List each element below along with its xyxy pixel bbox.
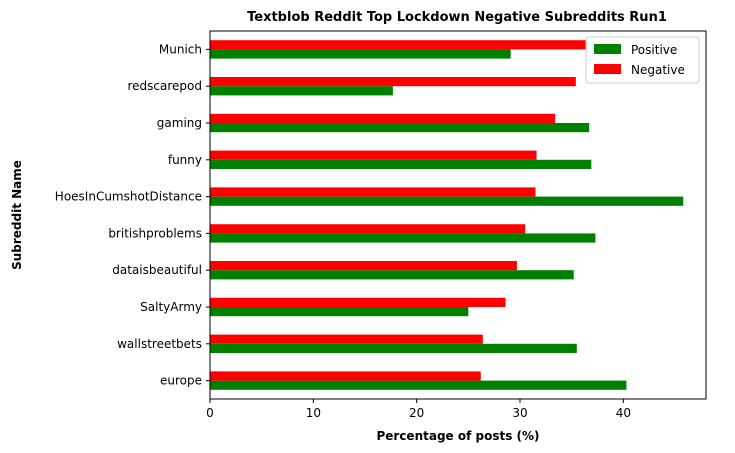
y-tick-label: gaming (157, 116, 202, 130)
bar-positive-munich (210, 49, 511, 59)
y-tick-label: SaltyArmy (140, 300, 202, 314)
bar-positive-europe (210, 380, 627, 390)
bar-positive-hoesincumshotdistance (210, 196, 684, 206)
bar-negative-wallstreetbets (210, 334, 483, 344)
legend: Positive Negative (585, 36, 700, 84)
x-tick-label: 0 (206, 406, 214, 420)
x-tick-label: 20 (409, 406, 424, 420)
bar-negative-europe (210, 371, 481, 381)
y-axis-ticks: europe wallstreetbets SaltyArmy dataisbeaut… (55, 42, 210, 388)
legend-swatch-negative (594, 64, 621, 74)
plot-frame (209, 30, 707, 400)
x-tick-label: 10 (306, 406, 321, 420)
bars-group (210, 40, 684, 390)
bar-positive-saltyarmy (210, 307, 469, 317)
x-tick-label: 40 (616, 406, 631, 420)
bar-negative-funny (210, 150, 537, 160)
y-tick-label: europe (160, 374, 202, 388)
bar-negative-britishproblems (210, 224, 526, 234)
legend-label-negative: Negative (631, 63, 685, 77)
x-axis-ticks: 0 10 20 30 40 (206, 399, 631, 420)
legend-label-positive: Positive (631, 43, 677, 57)
y-tick-label: dataisbeautiful (112, 263, 202, 277)
chart-title: Textblob Reddit Top Lockdown Negative Su… (247, 10, 667, 25)
bar-negative-gaming (210, 113, 556, 123)
y-tick-label: funny (168, 153, 202, 167)
y-tick-label: redscarepod (127, 79, 202, 93)
bar-positive-gaming (210, 123, 590, 133)
y-tick-label: britishproblems (108, 226, 202, 240)
bar-positive-wallstreetbets (210, 343, 577, 353)
x-axis-label: Percentage of posts (%) (376, 429, 539, 443)
bar-positive-britishproblems (210, 233, 596, 243)
legend-swatch-positive (594, 44, 621, 54)
bar-negative-dataisbeautiful (210, 261, 517, 271)
bar-negative-redscarepod (210, 77, 576, 87)
bar-positive-funny (210, 159, 592, 169)
bar-negative-munich (210, 40, 588, 50)
x-tick-label: 30 (512, 406, 527, 420)
y-axis-label: Subreddit Name (10, 160, 24, 270)
y-tick-label: HoesInCumshotDistance (55, 190, 202, 204)
y-tick-label: wallstreetbets (117, 337, 202, 351)
bar-positive-dataisbeautiful (210, 270, 574, 280)
y-tick-label: Munich (159, 42, 202, 56)
bar-negative-hoesincumshotdistance (210, 187, 536, 197)
bar-positive-redscarepod (210, 86, 393, 96)
bar-negative-saltyarmy (210, 297, 506, 307)
